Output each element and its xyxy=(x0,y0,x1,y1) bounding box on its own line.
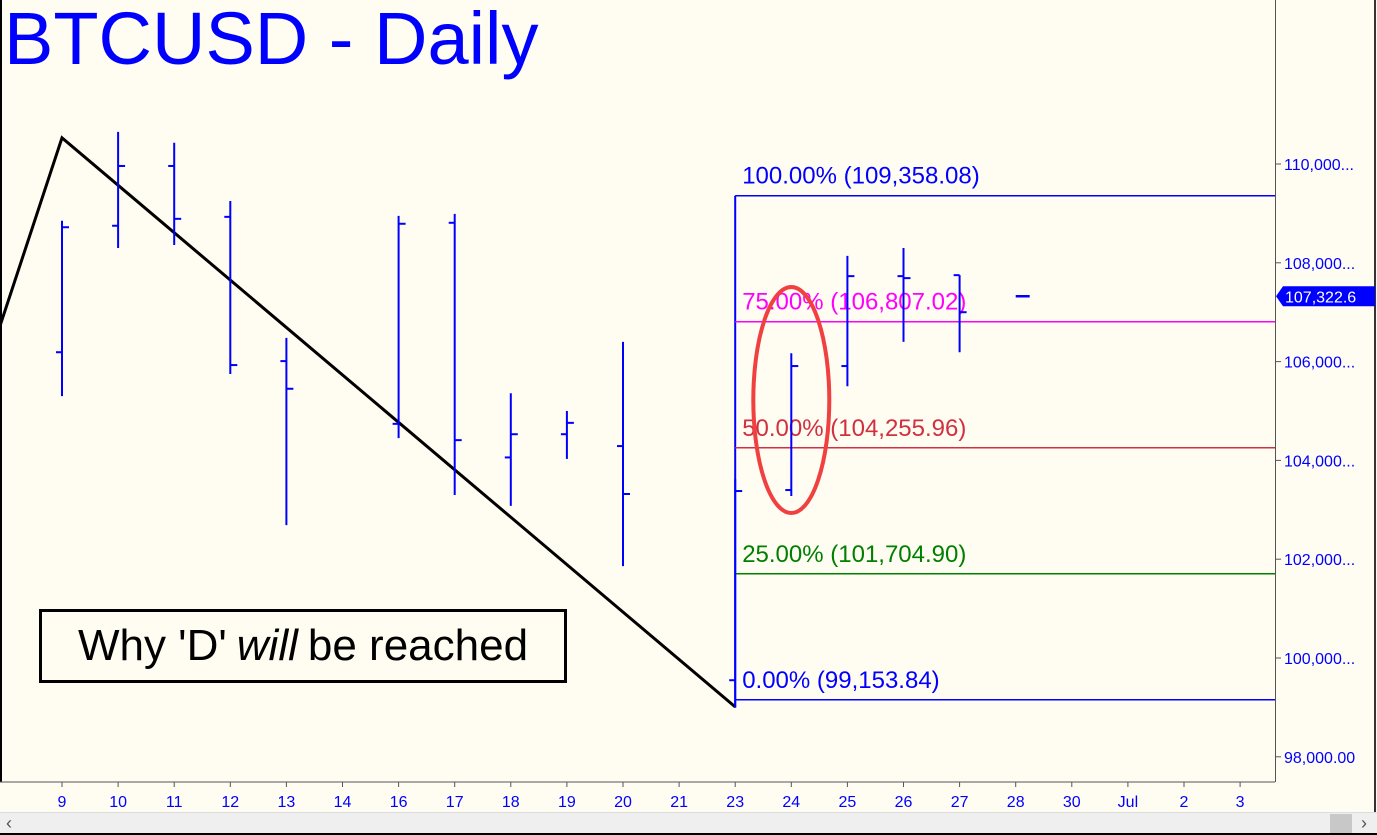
y-tick-label: 110,000... xyxy=(1284,157,1354,174)
annotation-text-pre: Why 'D' xyxy=(77,621,227,670)
x-tick-label: 27 xyxy=(951,794,969,811)
fib-level-label: 25.00% (101,704.90) xyxy=(742,541,966,568)
window-border xyxy=(0,833,1377,835)
x-tick-label: 2 xyxy=(1180,794,1189,811)
x-tick-label: 19 xyxy=(558,794,576,811)
x-tick-label: 3 xyxy=(1236,794,1245,811)
y-tick-label: 102,000... xyxy=(1284,552,1355,569)
x-tick-label: 17 xyxy=(446,794,464,811)
x-tick-label: 12 xyxy=(221,794,239,811)
annotation-text-emphasis: will xyxy=(236,621,298,670)
x-tick-label: Jul xyxy=(1118,794,1138,811)
highlight-ellipse xyxy=(751,285,832,515)
x-tick-label: 21 xyxy=(670,794,688,811)
current-price-marker xyxy=(1276,286,1375,307)
zigzag-line xyxy=(0,135,737,709)
scrollbar-thumb[interactable] xyxy=(1330,814,1352,833)
y-tick-label: 106,000... xyxy=(1284,355,1355,372)
y-tick-label: 108,000... xyxy=(1284,256,1355,273)
x-tick-label: 13 xyxy=(278,794,296,811)
x-tick-label: 30 xyxy=(1063,794,1081,811)
x-tick-label: 25 xyxy=(839,794,857,811)
x-tick-label: 20 xyxy=(614,794,632,811)
x-tick-label: 18 xyxy=(502,794,520,811)
current-price-label: 107,322.6 xyxy=(1285,289,1356,306)
horizontal-scrollbar[interactable]: ‹ › xyxy=(0,812,1377,834)
x-tick-label: 23 xyxy=(726,794,744,811)
scroll-right-icon[interactable]: › xyxy=(1361,813,1367,833)
annotation-box: Why 'D' will be reached xyxy=(39,609,567,683)
x-tick-label: 11 xyxy=(166,794,183,811)
x-tick-label: 24 xyxy=(782,794,800,811)
x-tick-label: 14 xyxy=(334,794,352,811)
x-tick-label: 9 xyxy=(58,794,67,811)
y-tick-label: 98,000.00 xyxy=(1284,750,1355,767)
fib-level-label: 0.00% (99,153.84) xyxy=(742,667,939,694)
scroll-left-icon[interactable]: ‹ xyxy=(6,813,12,833)
annotation-text-post: be reached xyxy=(307,621,529,670)
fib-level-label: 100.00% (109,358.08) xyxy=(742,163,980,190)
fib-level-label: 50.00% (104,255.96) xyxy=(742,415,966,442)
chart-title: BTCUSD - Daily xyxy=(4,0,539,80)
x-tick-label: 16 xyxy=(390,794,408,811)
x-tick-label: 28 xyxy=(1007,794,1025,811)
x-tick-label: 10 xyxy=(109,794,127,811)
x-tick-label: 26 xyxy=(895,794,913,811)
fib-level-label: 75.00% (106,807.02) xyxy=(742,289,966,316)
y-tick-label: 104,000... xyxy=(1284,453,1355,470)
y-tick-label: 100,000... xyxy=(1284,651,1355,668)
